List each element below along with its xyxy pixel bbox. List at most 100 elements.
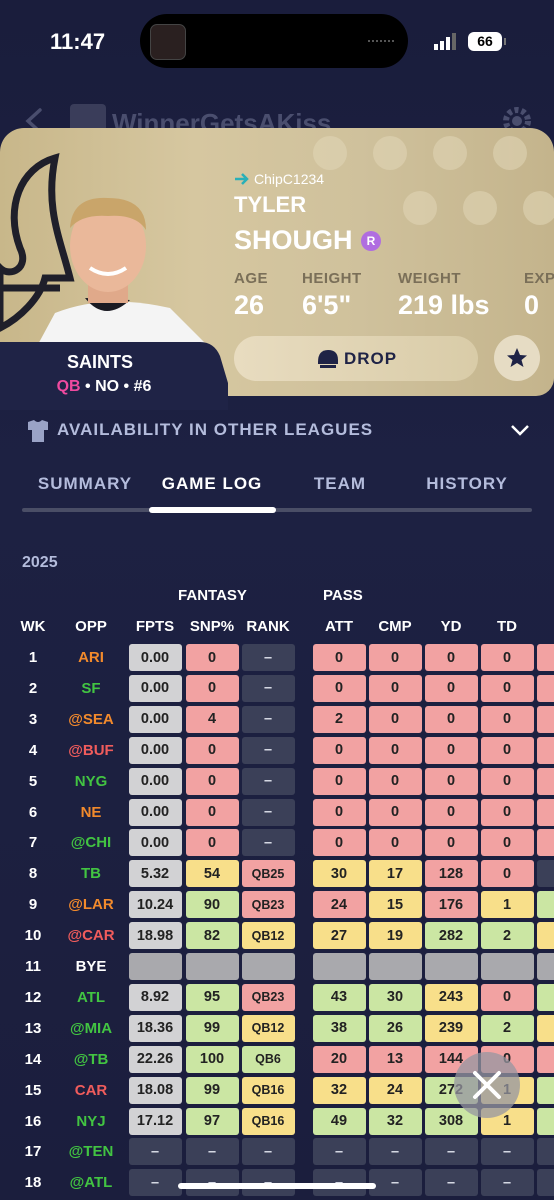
expand-chevron[interactable]: [508, 420, 532, 440]
cut-off-cell: [537, 736, 554, 764]
column-header: SNP%: [189, 618, 235, 635]
column-header: YD: [440, 618, 462, 635]
stat-cell: 0: [185, 798, 239, 826]
tab[interactable]: SUMMARY: [37, 474, 133, 493]
stat-cell: 17: [368, 860, 422, 888]
opponent[interactable]: CAR: [74, 1081, 108, 1099]
stat-cell: 20: [312, 1045, 366, 1073]
tab[interactable]: GAME LOG: [161, 474, 263, 493]
opponent[interactable]: @CAR: [67, 927, 115, 945]
cut-off-cell: [537, 860, 554, 888]
separator: •: [123, 378, 130, 395]
stat-cell: 0: [368, 644, 422, 671]
week: 3: [28, 710, 38, 728]
stat-cell: –: [480, 1169, 534, 1197]
opponent[interactable]: BYE: [75, 958, 107, 975]
stat-cell: QB23: [241, 983, 295, 1011]
stat-cell: 8.92: [128, 983, 182, 1011]
opponent[interactable]: ARI: [78, 649, 104, 666]
stat-label: WEIGHT: [398, 270, 461, 287]
team-abbr: NO: [95, 378, 120, 395]
cut-off-cell: [537, 798, 554, 826]
column-header: WK: [20, 618, 46, 635]
team-line: QB • NO • #6: [0, 378, 208, 396]
stat-cell: 0: [424, 674, 478, 702]
stat-cell: 24: [312, 891, 366, 919]
stat-cell: 2: [480, 922, 534, 950]
column-group: FANTASY: [178, 587, 247, 604]
opponent[interactable]: SF: [81, 679, 101, 697]
stat-cell: 243: [424, 983, 478, 1011]
opponent[interactable]: ATL: [76, 988, 106, 1006]
cut-off-cell: [537, 983, 554, 1011]
stat-cell: –: [241, 798, 295, 826]
opponent[interactable]: NYJ: [76, 1112, 106, 1130]
stat-cell: 0.00: [128, 767, 182, 795]
stat-cell: 17.12: [128, 1107, 182, 1135]
stat-label: HEIGHT: [302, 270, 362, 287]
opponent[interactable]: @SEA: [68, 710, 114, 728]
stat-cell: [185, 953, 239, 980]
column-header: FPTS: [135, 618, 175, 635]
stat-cell: –: [241, 1169, 295, 1197]
opponent[interactable]: @ATL: [69, 1174, 113, 1192]
stat-cell: 0: [312, 767, 366, 795]
stat-value: 0: [524, 290, 540, 320]
stat-cell: 0: [185, 674, 239, 702]
availability-label[interactable]: AVAILABILITY IN OTHER LEAGUES: [57, 420, 374, 439]
stat-cell: 32: [312, 1076, 366, 1104]
stat-cell: –: [480, 1138, 534, 1166]
opponent[interactable]: @MIA: [69, 1019, 113, 1037]
stat-cell: 4: [185, 705, 239, 733]
cut-off-cell: [537, 644, 554, 671]
week: 6: [28, 803, 38, 821]
close-button[interactable]: [454, 1052, 520, 1118]
stat-cell: 27: [312, 922, 366, 950]
stat-cell: –: [128, 1138, 182, 1166]
stat-cell: 0: [312, 798, 366, 826]
opponent[interactable]: NE: [80, 803, 102, 821]
stat-cell: [368, 953, 422, 980]
cut-off-cell: [537, 1076, 554, 1104]
stat-cell: –: [241, 767, 295, 795]
opponent[interactable]: @LAR: [68, 896, 114, 914]
stat-label: AGE: [234, 270, 269, 287]
stat-cell: 5.32: [128, 860, 182, 888]
week: 5: [28, 772, 38, 790]
stat-cell: 15: [368, 891, 422, 919]
opponent[interactable]: NYG: [74, 772, 108, 790]
stat-cell: 99: [185, 1076, 239, 1104]
watch-button[interactable]: [494, 335, 540, 381]
opponent[interactable]: @TB: [73, 1050, 109, 1068]
column-group: PASS: [323, 587, 363, 604]
tab[interactable]: TEAM: [313, 474, 367, 493]
cut-off-cell: [537, 1107, 554, 1135]
drop-button[interactable]: DROP: [234, 336, 478, 381]
stat-cell: 1: [480, 891, 534, 919]
tab-indicator: [148, 507, 276, 513]
opponent[interactable]: @BUF: [68, 741, 114, 759]
stat-cell: 0: [185, 736, 239, 764]
battery-level: 66: [477, 33, 493, 49]
stat-cell: 0: [480, 674, 534, 702]
opponent[interactable]: TB: [81, 865, 101, 883]
opponent[interactable]: @CHI: [70, 834, 112, 852]
cut-off-cell: [537, 922, 554, 950]
stat-cell: 30: [312, 860, 366, 888]
stat-cell: 0: [480, 705, 534, 733]
tab[interactable]: HISTORY: [426, 474, 508, 493]
opponent[interactable]: @TEN: [68, 1143, 114, 1161]
jersey-number: #6: [133, 378, 152, 395]
stat-cell: 176: [424, 891, 478, 919]
stat-cell: 128: [424, 860, 478, 888]
week: 13: [24, 1019, 42, 1037]
owner-name[interactable]: ChipC1234: [254, 171, 325, 187]
stat-cell: 0: [368, 767, 422, 795]
stat-cell: QB12: [241, 922, 295, 950]
separator: •: [85, 378, 91, 395]
stat-cell: –: [312, 1138, 366, 1166]
stat-cell: 43: [312, 983, 366, 1011]
stat-cell: 0.00: [128, 644, 182, 671]
stat-cell: 0: [312, 829, 366, 857]
stat-cell: 0: [424, 829, 478, 857]
